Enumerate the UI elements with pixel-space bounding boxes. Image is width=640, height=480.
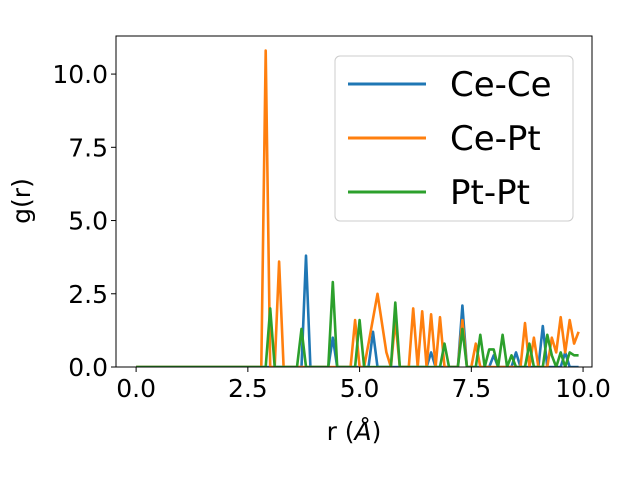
plot-area-frame bbox=[115, 35, 593, 368]
x-tick-label: 10.0 bbox=[555, 374, 611, 403]
y-axis: 0.0 2.5 5.0 7.5 10.0 bbox=[52, 60, 116, 382]
x-tick-label: 7.5 bbox=[451, 374, 491, 403]
legend-label-pt-pt: Pt-Pt bbox=[450, 173, 530, 213]
y-axis-label: g(r) bbox=[7, 178, 36, 224]
legend-label-ce-pt: Ce-Pt bbox=[450, 119, 541, 159]
legend-box bbox=[334, 55, 574, 222]
x-tick-label: 2.5 bbox=[228, 374, 268, 403]
series-line-ce-pt bbox=[136, 49, 580, 367]
y-tick-label: 5.0 bbox=[68, 207, 108, 236]
legend-label-ce-ce: Ce-Ce bbox=[450, 65, 552, 105]
y-tick-label: 7.5 bbox=[68, 133, 108, 162]
x-tick-label: 0.0 bbox=[116, 374, 156, 403]
x-axis: 0.0 2.5 5.0 7.5 10.0 bbox=[116, 367, 611, 403]
legend: Ce-Ce Ce-Pt Pt-Pt bbox=[334, 55, 574, 222]
series-line-pt-pt bbox=[136, 280, 579, 367]
y-tick-label: 2.5 bbox=[68, 280, 108, 309]
y-tick-label: 10.0 bbox=[52, 60, 108, 89]
x-axis-label: r (Å) bbox=[327, 417, 382, 446]
x-tick-label: 5.0 bbox=[340, 374, 380, 403]
series-layer bbox=[136, 49, 580, 367]
y-tick-label: 0.0 bbox=[68, 353, 108, 382]
